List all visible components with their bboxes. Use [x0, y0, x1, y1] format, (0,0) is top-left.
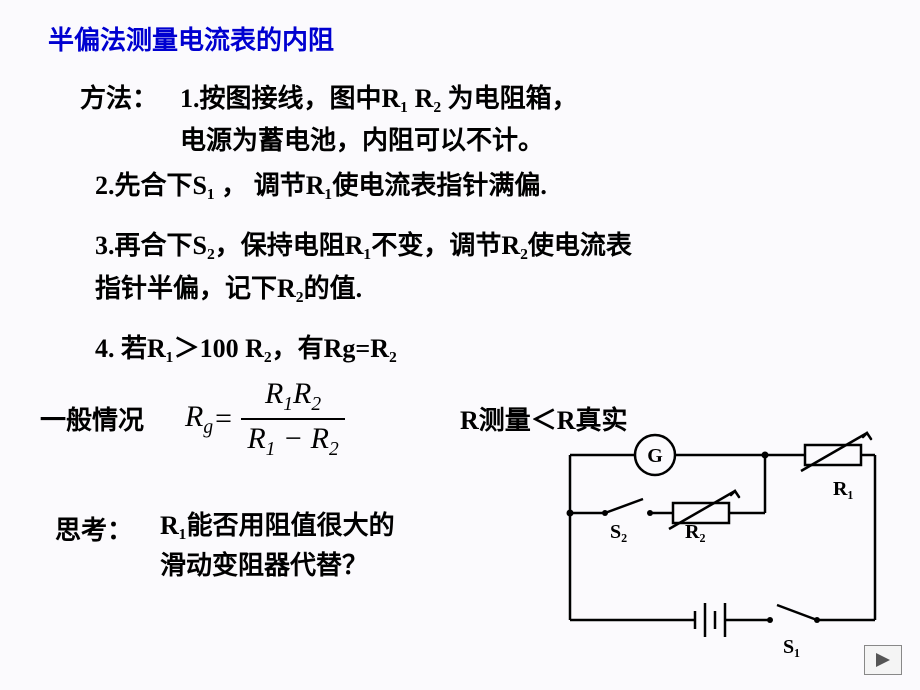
step-3-line-b: 指针半偏，记下R₂的值.: [95, 268, 362, 305]
label-g: G: [647, 445, 663, 467]
formula-lhs: R: [185, 400, 203, 433]
den-r1-sub: 1: [266, 439, 276, 460]
step-2: 2.先合下S₁ ， 调节R₁使电流表指针满偏.: [95, 165, 547, 202]
step-1-line-a: 1.按图接线，图中R₁ R₂ 为电阻箱，: [180, 78, 578, 115]
num-r2: R: [293, 377, 311, 410]
think-line-b: 滑动变阻器代替？: [160, 545, 368, 582]
next-button[interactable]: [864, 645, 902, 675]
circuit-diagram: G R₁ R₂ S₂ S₁: [555, 425, 890, 665]
label-s2: S₂: [610, 521, 627, 543]
num-r1-sub: 1: [283, 394, 293, 415]
den-minus: −: [275, 422, 310, 455]
method-label: 方法：: [80, 78, 158, 115]
den-r2: R: [311, 422, 329, 455]
den-r2-sub: 2: [329, 439, 339, 460]
rg-formula: Rg = R1R2 R1 − R2: [185, 375, 345, 463]
step-3-line-a: 3.再合下S₂，保持电阻R₁不变，调节R₂使电流表: [95, 225, 632, 262]
label-r2: R₂: [685, 521, 705, 543]
num-r1: R: [265, 377, 283, 410]
step-1-line-b: 电源为蓄电池，内阻可以不计。: [180, 120, 544, 157]
formula-eq: =: [213, 402, 233, 436]
formula-fraction: R1R2 R1 − R2: [241, 375, 344, 463]
think-line-a: R₁能否用阻值很大的: [160, 505, 395, 542]
step-4: 4. 若R₁＞100 R₂，有Rg=R₂: [95, 328, 397, 365]
num-r2-sub: 2: [311, 394, 321, 415]
next-arrow-icon: [873, 651, 893, 669]
general-case-label: 一般情况: [40, 400, 144, 437]
formula-lhs-sub: g: [203, 417, 213, 438]
label-s1: S₁: [783, 636, 800, 658]
label-r1: R₁: [833, 478, 853, 500]
think-label: 思考：: [55, 510, 133, 547]
den-r1: R: [247, 422, 265, 455]
page-title: 半偏法测量电流表的内阻: [48, 20, 334, 57]
